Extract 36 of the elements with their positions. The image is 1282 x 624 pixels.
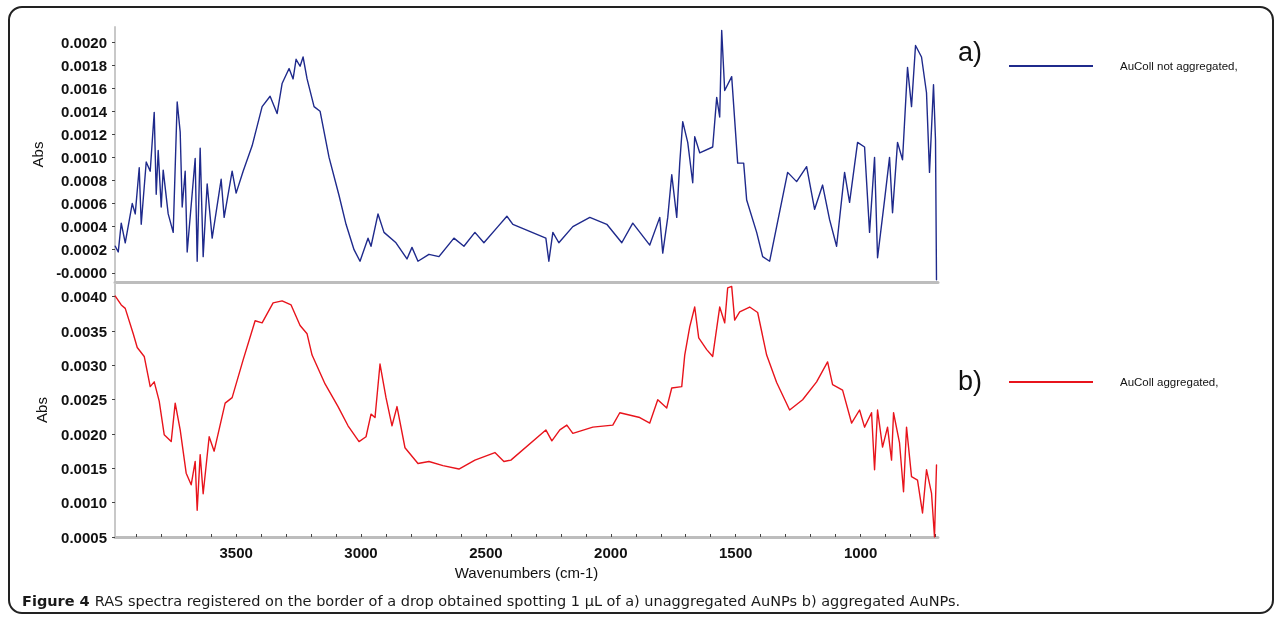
y-tick-label: 0.0020 (61, 33, 107, 51)
y-tick-label: 0.0035 (61, 322, 107, 340)
y-tick-label: 0.0006 (61, 195, 107, 213)
y-tick-label: 0.0016 (61, 79, 107, 97)
x-tick-label: 2500 (469, 544, 503, 561)
x-tick-label: 2000 (594, 544, 628, 561)
text: RAS spectra registered on the border of a drop obtained spotting 1 µL of a) unaggregated AuNPs b) aggregated AuNPs. (94, 593, 961, 609)
y-tick-label: 0.0030 (61, 356, 107, 374)
text: a) (958, 36, 983, 67)
y-tick-label: 0.0005 (61, 528, 107, 546)
y-tick-label: 0.0012 (61, 125, 107, 143)
y-tick-label: 0.0008 (61, 171, 107, 189)
y-tick-label: 0.0025 (61, 391, 107, 409)
y-tick-label: 0.0018 (61, 56, 107, 74)
x-tick-label: 1500 (719, 544, 753, 561)
y-axis-title: Abs (33, 397, 50, 423)
x-tick-label: 1000 (843, 544, 878, 561)
text: AuColl not aggregated, (1120, 60, 1238, 72)
line-series (114, 285, 938, 538)
line-series (114, 29, 938, 281)
y-tick-label: 0.0040 (61, 288, 107, 306)
y-tick-label: 0.0020 (61, 425, 107, 443)
y-tick-label: 0.0015 (61, 459, 107, 477)
x-axis-title: Wavenumbers (cm-1) (454, 564, 599, 581)
x-tick-label: 3500 (219, 544, 253, 561)
text: b) (958, 365, 983, 396)
y-axis-title: Abs (29, 141, 47, 168)
text: AuColl aggregated, (1120, 376, 1219, 388)
caption: Figure 4 (22, 593, 90, 609)
y-tick-label: -0.0000 (56, 264, 107, 282)
y-tick-label: 0.0002 (61, 241, 107, 259)
y-tick-label: 0.0004 (61, 218, 108, 236)
y-tick-label: 0.0010 (61, 494, 107, 512)
y-tick-label: 0.0014 (61, 102, 108, 120)
y-tick-label: 0.0010 (61, 148, 107, 166)
x-tick-label: 3000 (344, 544, 378, 561)
